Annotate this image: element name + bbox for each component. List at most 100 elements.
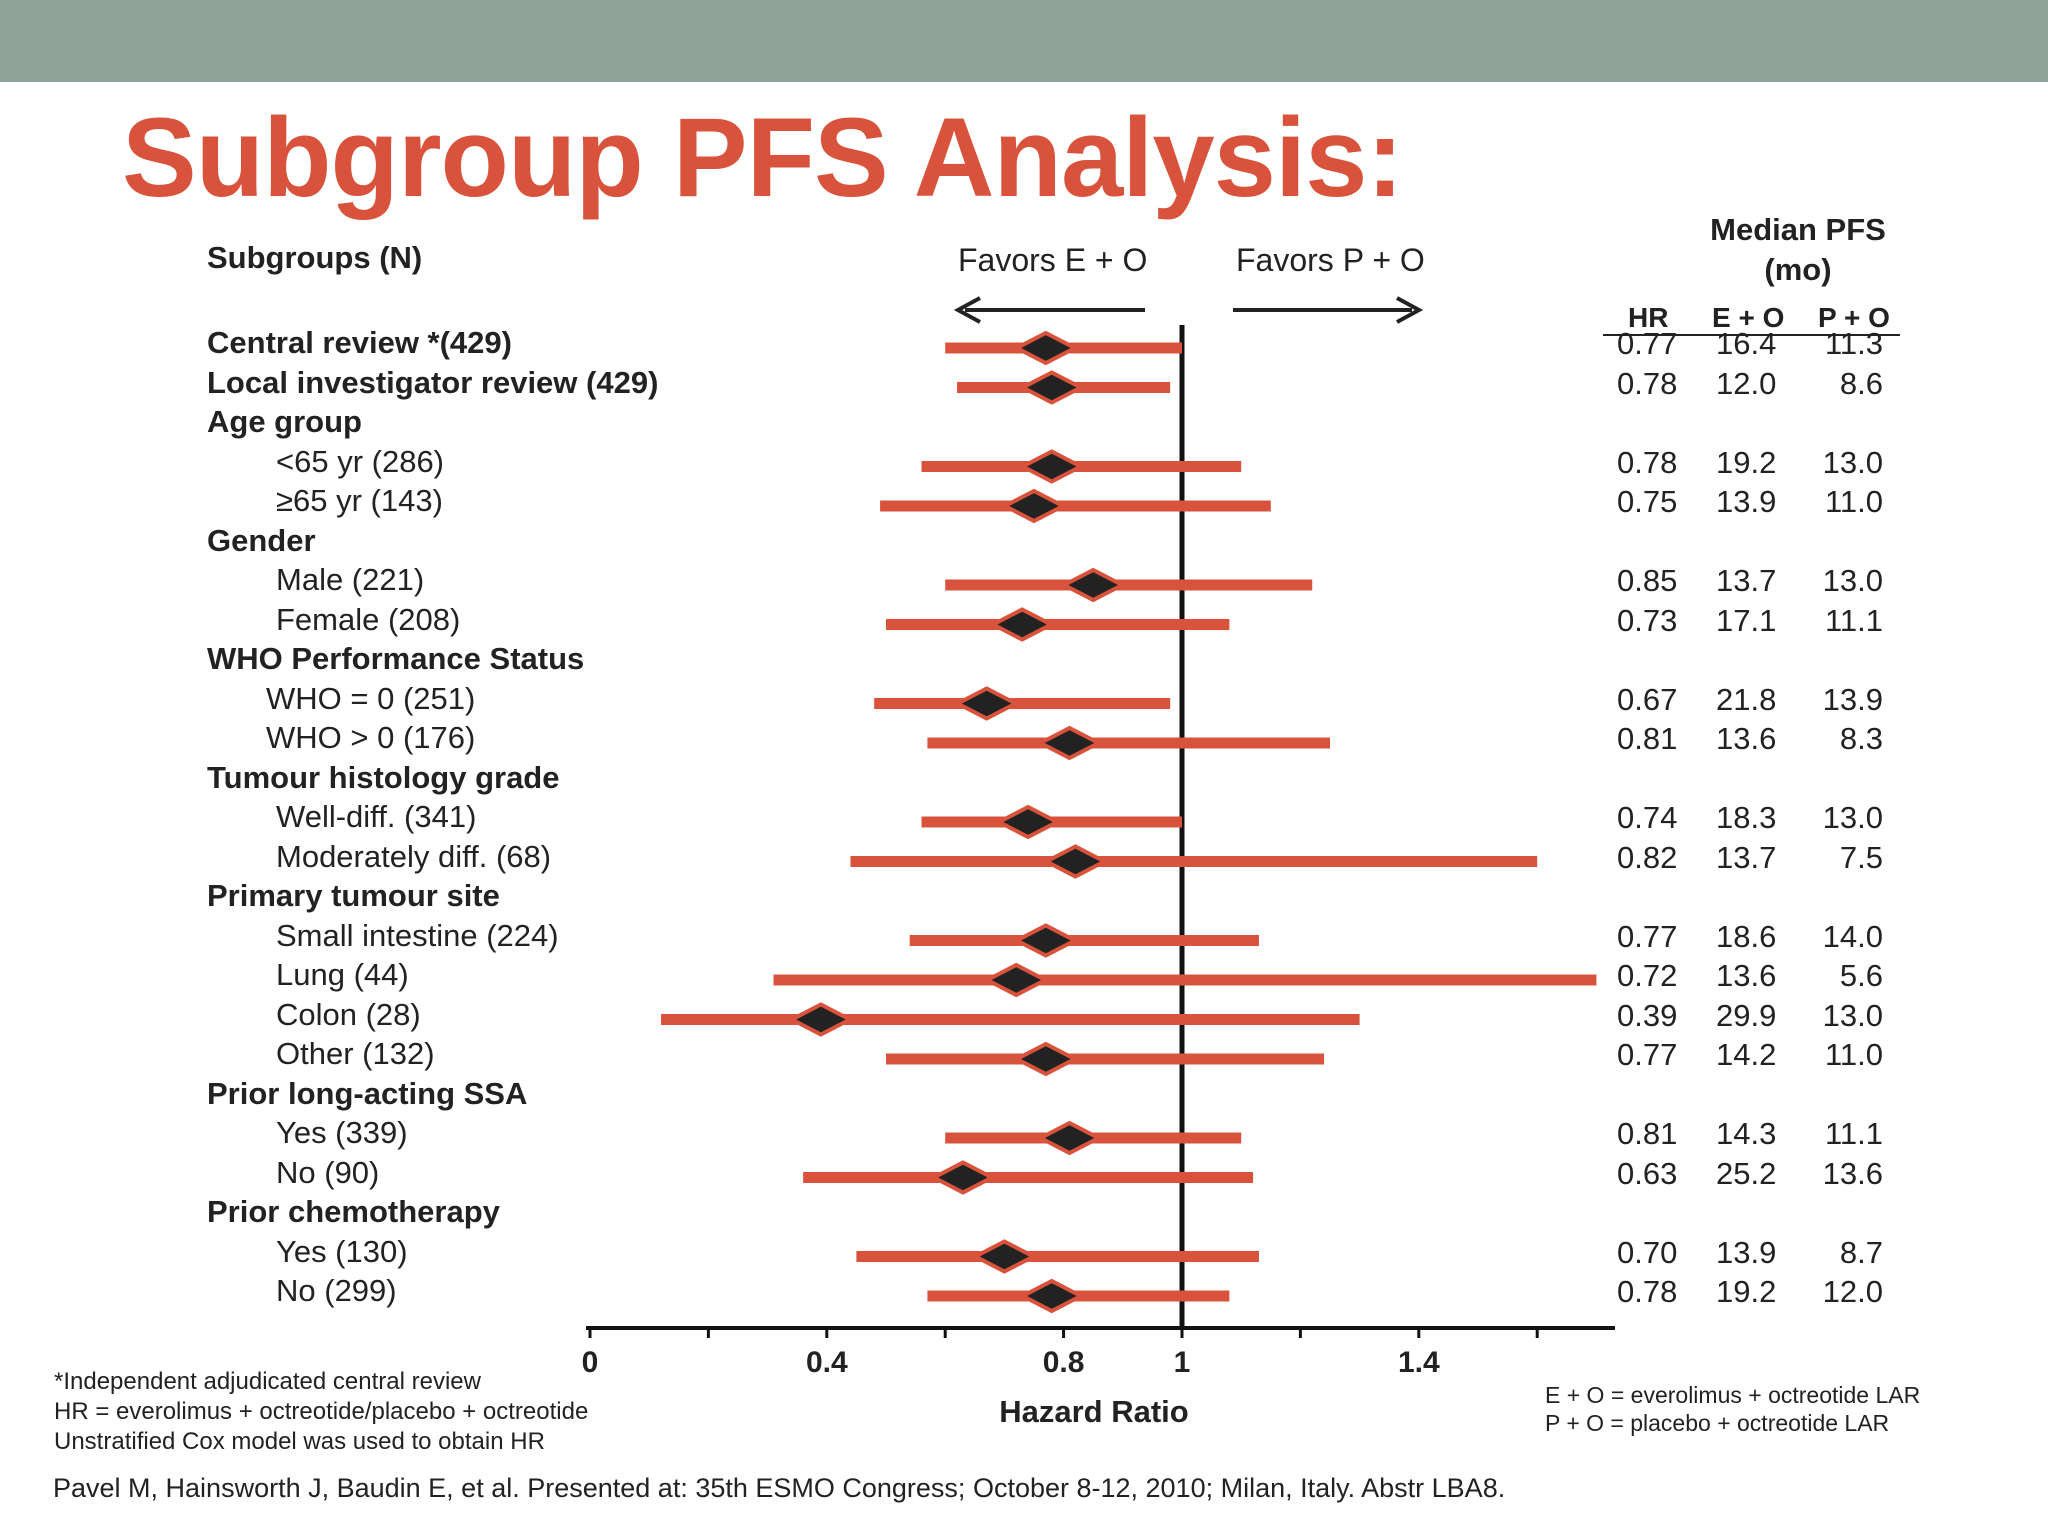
subgroup-label: Other (132) xyxy=(276,1036,435,1071)
subgroup-label: Lung (44) xyxy=(276,957,409,992)
subgroup-category-label: Primary tumour site xyxy=(207,878,500,913)
median-pfs-header: Median PFS (mo) xyxy=(1650,210,1946,290)
hr-point-marker xyxy=(1018,449,1086,484)
po-median-value: 13.0 xyxy=(1822,800,1883,835)
x-tick-label: 1 xyxy=(1174,1346,1191,1379)
hr-point-marker xyxy=(953,686,1020,721)
subgroup-label: Female (208) xyxy=(276,601,461,637)
hr-value: 0.39 xyxy=(1617,997,1678,1033)
legend-eo: E + O = everolimus + octreotide LAR xyxy=(1545,1382,1921,1408)
favors-left-label: Favors E + O xyxy=(958,242,1148,278)
median-pfs-header-line1: Median PFS xyxy=(1710,212,1886,247)
x-tick-label: 0.8 xyxy=(1043,1346,1085,1379)
subgroup-label: Well-diff. (341) xyxy=(276,799,477,834)
eo-median-value: 19.2 xyxy=(1716,444,1777,480)
hr-value: 0.70 xyxy=(1617,1234,1678,1270)
subgroup-label: Yes (130) xyxy=(276,1233,408,1269)
hr-value: 0.67 xyxy=(1617,681,1678,717)
legend-po: P + O = placebo + octreotide LAR xyxy=(1545,1410,1890,1436)
po-median-value: 11.0 xyxy=(1824,1037,1883,1072)
hr-value: 0.78 xyxy=(1617,365,1678,401)
hr-point-marker xyxy=(988,607,1056,642)
eo-median-value: 17.1 xyxy=(1716,602,1777,638)
subgroups-header: Subgroups (N) xyxy=(207,240,423,275)
x-tick-label: 0.4 xyxy=(806,1346,848,1379)
subgroup-category-label: Gender xyxy=(207,522,316,558)
eo-median-value: 16.4 xyxy=(1716,326,1777,361)
hr-value: 0.63 xyxy=(1617,1155,1678,1191)
eo-median-value: 19.2 xyxy=(1716,1274,1777,1309)
hr-value: 0.82 xyxy=(1617,839,1678,875)
eo-median-value: 18.3 xyxy=(1716,800,1777,835)
favors-left-arrow-head xyxy=(953,296,981,324)
eo-median-value: 13.9 xyxy=(1716,1234,1777,1270)
x-axis-title: Hazard Ratio xyxy=(999,1394,1188,1429)
po-median-value: 13.0 xyxy=(1822,563,1883,598)
hr-point-marker xyxy=(1042,844,1109,879)
subgroup-label: WHO = 0 (251) xyxy=(266,680,476,716)
footnote-3: Unstratified Cox model was used to obtai… xyxy=(54,1428,545,1455)
eo-median-value: 13.6 xyxy=(1716,721,1777,756)
subgroup-category-label: Tumour histology grade xyxy=(207,759,560,795)
col-header-eo: E + O xyxy=(1712,302,1785,333)
eo-median-value: 13.9 xyxy=(1716,484,1777,519)
subgroup-label: WHO > 0 (176) xyxy=(266,720,476,755)
hr-value: 0.77 xyxy=(1617,326,1678,361)
po-median-value: 8.7 xyxy=(1839,1234,1883,1270)
po-median-value: 7.5 xyxy=(1839,839,1883,875)
footnote-2: HR = everolimus + octreotide/placebo + o… xyxy=(54,1398,589,1425)
top-banner xyxy=(0,0,2048,82)
citation: Pavel M, Hainsworth J, Baudin E, et al. … xyxy=(53,1473,1506,1503)
po-median-value: 11.3 xyxy=(1824,326,1883,361)
hr-value: 0.75 xyxy=(1617,484,1678,519)
median-pfs-header-line2: (mo) xyxy=(1764,252,1832,287)
po-median-value: 14.0 xyxy=(1822,918,1883,954)
subgroup-label: No (90) xyxy=(276,1154,380,1190)
subgroup-label: Male (221) xyxy=(276,562,425,597)
hr-point-marker xyxy=(982,962,1050,998)
slide-title: Subgroup PFS Analysis: xyxy=(122,95,1404,220)
hr-value: 0.77 xyxy=(1617,918,1678,954)
subgroup-label: No (299) xyxy=(276,1273,397,1308)
hr-value: 0.77 xyxy=(1617,1037,1678,1072)
eo-median-value: 25.2 xyxy=(1716,1155,1777,1191)
hr-point-marker xyxy=(787,1002,855,1037)
eo-median-value: 13.6 xyxy=(1716,958,1777,993)
subgroup-label: Small intestine (224) xyxy=(276,917,559,953)
hr-value: 0.81 xyxy=(1617,721,1678,756)
eo-median-value: 29.9 xyxy=(1716,997,1777,1033)
hr-point-marker xyxy=(1036,1120,1103,1156)
subgroup-category-label: Age group xyxy=(207,404,362,439)
po-median-value: 13.0 xyxy=(1822,444,1883,480)
po-median-value: 8.3 xyxy=(1839,721,1883,756)
hr-point-marker xyxy=(1018,370,1086,405)
hr-point-marker xyxy=(1036,725,1103,761)
po-median-value: 11.1 xyxy=(1824,602,1883,638)
hr-value: 0.85 xyxy=(1617,563,1678,598)
hr-point-marker xyxy=(1018,1278,1086,1314)
po-median-value: 13.0 xyxy=(1822,997,1883,1033)
eo-median-value: 13.7 xyxy=(1716,839,1777,875)
po-median-value: 5.6 xyxy=(1839,958,1883,993)
footnote-1: *Independent adjudicated central review xyxy=(54,1368,481,1395)
hr-point-marker xyxy=(1012,1041,1080,1077)
subgroup-label: <65 yr (286) xyxy=(276,443,445,479)
hr-point-marker xyxy=(929,1160,997,1195)
subgroup-label: Moderately diff. (68) xyxy=(276,838,552,874)
po-median-value: 12.0 xyxy=(1822,1274,1883,1309)
subgroup-label: Local investigator review (429) xyxy=(207,364,659,400)
subgroup-category-label: Prior long-acting SSA xyxy=(207,1075,528,1111)
col-header-po: P + O xyxy=(1818,302,1890,333)
col-header-hr: HR xyxy=(1628,302,1669,333)
po-median-value: 8.6 xyxy=(1839,365,1883,401)
x-tick-label: 0 xyxy=(582,1346,599,1379)
eo-median-value: 13.7 xyxy=(1716,563,1777,598)
hr-value: 0.78 xyxy=(1617,444,1678,480)
hr-point-marker xyxy=(1000,488,1068,524)
hr-value: 0.73 xyxy=(1617,602,1678,638)
subgroup-label: Central review *(429) xyxy=(207,325,512,360)
subgroup-category-label: WHO Performance Status xyxy=(207,641,585,676)
hr-point-marker xyxy=(994,804,1062,840)
hr-point-marker xyxy=(971,1239,1038,1274)
